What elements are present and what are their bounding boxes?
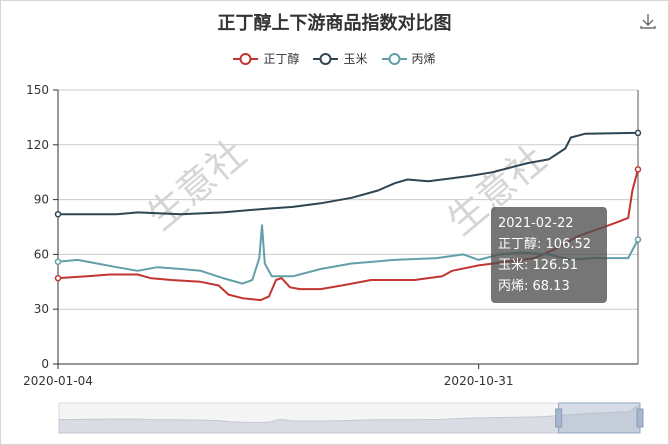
y-tick-label-4: 120 (26, 138, 49, 152)
series-end-point-0 (634, 166, 642, 173)
datazoom-handle-start[interactable] (555, 408, 563, 428)
legend-label-1: 玉米 (343, 52, 368, 66)
y-tick-label-0: 0 (41, 357, 49, 371)
legend-item-2[interactable]: 丙烯 (381, 50, 436, 67)
y-tick-label-2: 60 (34, 247, 49, 261)
tooltip-line-0: 正丁醇: 106.52 (498, 237, 591, 252)
series-start-point-0 (54, 274, 62, 282)
legend-label-0: 正丁醇 (263, 52, 300, 66)
datazoom-handle-end[interactable] (636, 408, 644, 428)
legend-symbol-0 (233, 52, 259, 65)
y-tick-label-3: 90 (34, 193, 49, 207)
tooltip-date: 2021-02-22 (498, 216, 574, 231)
download-icon[interactable] (638, 11, 658, 31)
x-tick-label-1: 2020-10-31 (444, 374, 514, 388)
datazoom-selection (558, 402, 641, 434)
tooltip-line-1: 玉米: 126.51 (498, 258, 578, 273)
tooltip: 2021-02-22 正丁醇: 106.52 玉米: 126.51 丙烯: 68… (491, 207, 607, 303)
tooltip-line-2: 丙烯: 68.13 (498, 279, 570, 294)
series-start-point-1 (54, 210, 62, 218)
legend-symbol-2 (381, 52, 407, 65)
legend-symbol-1 (313, 52, 339, 65)
series-line-1 (58, 131, 639, 216)
legend: 正丁醇 玉米 丙烯 (0, 50, 669, 67)
series-start-point-2 (54, 258, 62, 265)
watermark-0: 生意社 (139, 132, 255, 239)
legend-item-1[interactable]: 玉米 (313, 50, 368, 67)
legend-item-0[interactable]: 正丁醇 (233, 50, 299, 67)
series-end-point-1 (634, 129, 642, 137)
y-tick-label-1: 30 (34, 302, 49, 316)
series-end-point-2 (634, 236, 642, 243)
datazoom-preview (58, 404, 641, 434)
legend-label-2: 丙烯 (411, 52, 436, 66)
y-tick-label-5: 150 (26, 83, 49, 97)
chart-title: 正丁醇上下游商品指数对比图 (217, 13, 452, 34)
x-tick-label-0: 2020-01-04 (23, 374, 93, 388)
